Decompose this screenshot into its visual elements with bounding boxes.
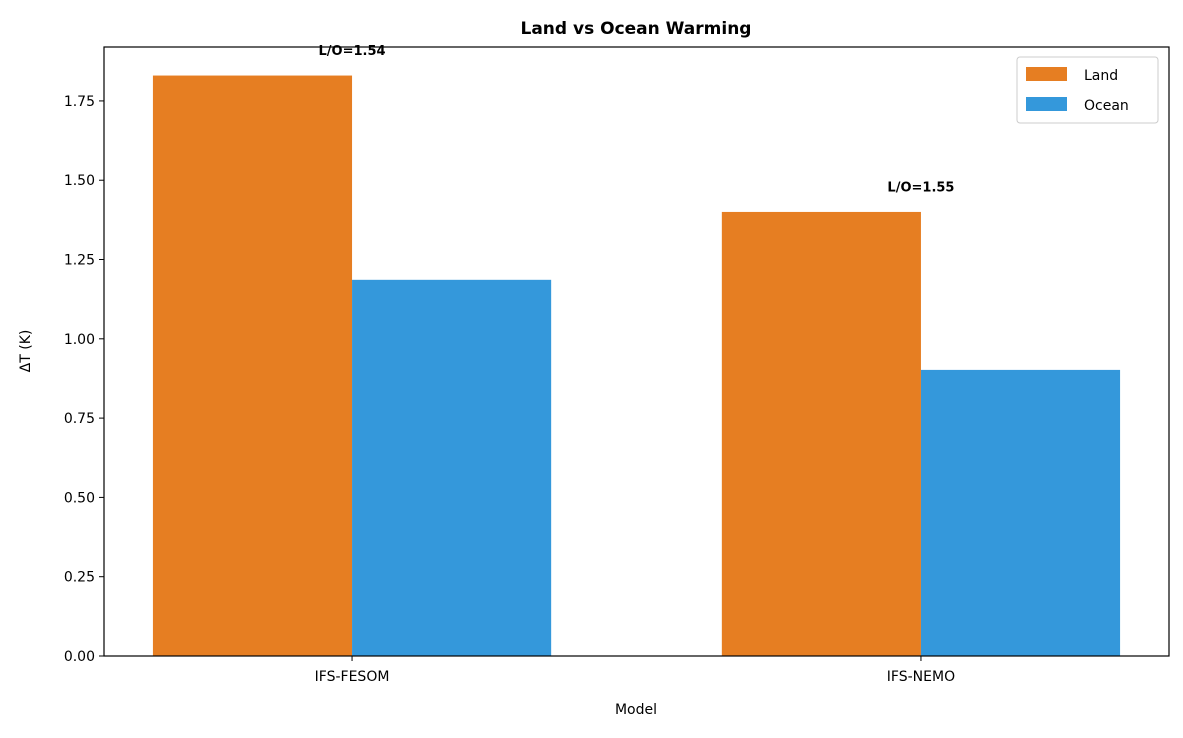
legend-swatch-ocean [1026, 97, 1067, 111]
bar-land-ifs-fesom [152, 75, 353, 656]
legend-label-land: Land [1084, 68, 1118, 84]
y-tick-label: 0.50 [64, 490, 95, 506]
bar-ocean-ifs-nemo [920, 369, 1121, 656]
chart-title: Land vs Ocean Warming [521, 19, 752, 39]
legend-label-ocean: Ocean [1084, 98, 1129, 114]
y-tick-label: 0.75 [64, 411, 95, 427]
y-tick-label: 1.50 [64, 173, 95, 189]
x-tick-label: IFS-NEMO [887, 669, 955, 685]
ratio-annotation: L/O=1.55 [887, 181, 954, 196]
legend: Land Ocean [1016, 56, 1159, 124]
plot-frame [103, 46, 1170, 657]
legend-swatch-land [1026, 67, 1067, 81]
y-tick-label: 1.75 [64, 94, 95, 110]
bar-ocean-ifs-fesom [352, 279, 552, 656]
y-tick-label: 1.00 [64, 332, 95, 348]
x-axis-label: Model [615, 702, 657, 718]
ratio-annotation: L/O=1.54 [319, 44, 386, 59]
y-tick-label: 0.25 [64, 570, 95, 586]
y-tick-label: 0.00 [64, 649, 95, 665]
y-axis-label: ΔT (K) [18, 330, 34, 373]
bar-land-ifs-nemo [721, 211, 921, 656]
x-tick-label: IFS-FESOM [315, 669, 390, 685]
y-tick-label: 1.25 [64, 253, 95, 269]
